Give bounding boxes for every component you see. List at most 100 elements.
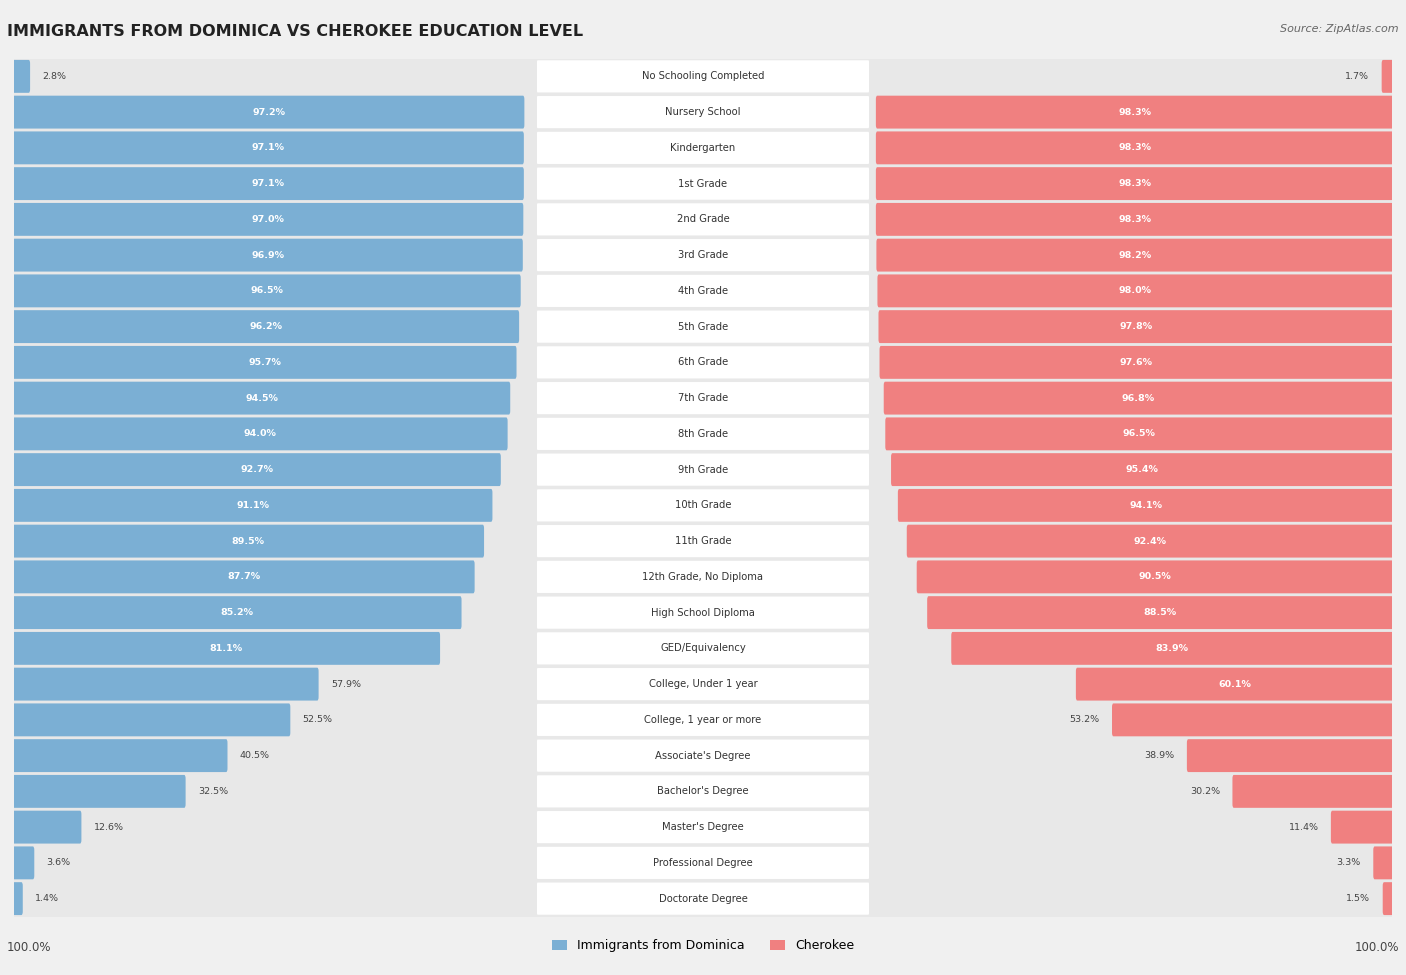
FancyBboxPatch shape xyxy=(1382,59,1393,93)
FancyBboxPatch shape xyxy=(537,525,869,557)
Text: 96.5%: 96.5% xyxy=(250,287,283,295)
FancyBboxPatch shape xyxy=(898,488,1393,522)
Text: 7th Grade: 7th Grade xyxy=(678,393,728,403)
Text: 3.3%: 3.3% xyxy=(1337,858,1361,868)
FancyBboxPatch shape xyxy=(537,453,869,486)
Text: 10th Grade: 10th Grade xyxy=(675,500,731,510)
FancyBboxPatch shape xyxy=(537,632,869,665)
FancyBboxPatch shape xyxy=(13,239,523,272)
Text: 98.3%: 98.3% xyxy=(1118,179,1152,188)
FancyBboxPatch shape xyxy=(1331,810,1393,843)
FancyBboxPatch shape xyxy=(876,132,1393,165)
FancyBboxPatch shape xyxy=(13,736,1393,775)
Text: 12.6%: 12.6% xyxy=(94,823,124,832)
FancyBboxPatch shape xyxy=(537,489,869,522)
FancyBboxPatch shape xyxy=(13,882,22,916)
Text: 88.5%: 88.5% xyxy=(1143,608,1177,617)
Text: 30.2%: 30.2% xyxy=(1189,787,1220,796)
Text: 2.8%: 2.8% xyxy=(42,72,66,81)
Text: 95.7%: 95.7% xyxy=(249,358,281,367)
FancyBboxPatch shape xyxy=(13,700,1393,739)
FancyBboxPatch shape xyxy=(13,307,1393,346)
FancyBboxPatch shape xyxy=(537,346,869,378)
FancyBboxPatch shape xyxy=(880,346,1393,379)
FancyBboxPatch shape xyxy=(907,525,1393,558)
FancyBboxPatch shape xyxy=(537,96,869,128)
FancyBboxPatch shape xyxy=(537,132,869,164)
Text: Professional Degree: Professional Degree xyxy=(654,858,752,868)
Text: IMMIGRANTS FROM DOMINICA VS CHEROKEE EDUCATION LEVEL: IMMIGRANTS FROM DOMINICA VS CHEROKEE EDU… xyxy=(7,24,583,39)
Text: 94.0%: 94.0% xyxy=(243,429,277,439)
FancyBboxPatch shape xyxy=(537,168,869,200)
Text: Doctorate Degree: Doctorate Degree xyxy=(658,894,748,904)
Text: 83.9%: 83.9% xyxy=(1156,644,1189,653)
FancyBboxPatch shape xyxy=(891,453,1393,487)
FancyBboxPatch shape xyxy=(13,164,1393,203)
FancyBboxPatch shape xyxy=(13,596,461,629)
Text: Source: ZipAtlas.com: Source: ZipAtlas.com xyxy=(1281,24,1399,34)
Text: 9th Grade: 9th Grade xyxy=(678,465,728,475)
FancyBboxPatch shape xyxy=(13,879,1393,918)
FancyBboxPatch shape xyxy=(13,310,519,343)
Text: 11.4%: 11.4% xyxy=(1288,823,1319,832)
Text: College, 1 year or more: College, 1 year or more xyxy=(644,715,762,724)
FancyBboxPatch shape xyxy=(537,882,869,915)
FancyBboxPatch shape xyxy=(13,522,1393,561)
FancyBboxPatch shape xyxy=(13,561,475,594)
FancyBboxPatch shape xyxy=(537,310,869,342)
FancyBboxPatch shape xyxy=(13,593,1393,632)
FancyBboxPatch shape xyxy=(13,57,1393,96)
FancyBboxPatch shape xyxy=(537,811,869,843)
FancyBboxPatch shape xyxy=(13,846,34,879)
FancyBboxPatch shape xyxy=(917,561,1393,594)
Text: 94.1%: 94.1% xyxy=(1129,501,1163,510)
FancyBboxPatch shape xyxy=(13,346,516,379)
FancyBboxPatch shape xyxy=(13,342,1393,382)
FancyBboxPatch shape xyxy=(13,96,524,129)
FancyBboxPatch shape xyxy=(537,417,869,449)
Text: 2nd Grade: 2nd Grade xyxy=(676,214,730,224)
FancyBboxPatch shape xyxy=(537,382,869,414)
FancyBboxPatch shape xyxy=(537,597,869,629)
Text: 98.0%: 98.0% xyxy=(1119,287,1152,295)
FancyBboxPatch shape xyxy=(537,239,869,271)
FancyBboxPatch shape xyxy=(1374,846,1393,879)
Text: 3rd Grade: 3rd Grade xyxy=(678,251,728,260)
Text: 96.2%: 96.2% xyxy=(249,322,283,332)
FancyBboxPatch shape xyxy=(879,310,1393,343)
Text: 94.5%: 94.5% xyxy=(245,394,278,403)
Text: 1.4%: 1.4% xyxy=(35,894,59,903)
Text: Master's Degree: Master's Degree xyxy=(662,822,744,832)
FancyBboxPatch shape xyxy=(13,93,1393,132)
FancyBboxPatch shape xyxy=(537,739,869,771)
Text: 98.3%: 98.3% xyxy=(1118,214,1152,224)
Text: 53.2%: 53.2% xyxy=(1070,716,1099,724)
Text: 97.6%: 97.6% xyxy=(1121,358,1153,367)
Text: No Schooling Completed: No Schooling Completed xyxy=(641,71,765,81)
FancyBboxPatch shape xyxy=(884,381,1393,414)
FancyBboxPatch shape xyxy=(13,739,228,772)
FancyBboxPatch shape xyxy=(13,271,1393,310)
Text: 60.1%: 60.1% xyxy=(1218,680,1251,688)
FancyBboxPatch shape xyxy=(13,488,492,522)
Text: 8th Grade: 8th Grade xyxy=(678,429,728,439)
Text: 98.2%: 98.2% xyxy=(1118,251,1152,259)
FancyBboxPatch shape xyxy=(952,632,1393,665)
Text: 97.0%: 97.0% xyxy=(252,214,284,224)
FancyBboxPatch shape xyxy=(1233,775,1393,808)
Legend: Immigrants from Dominica, Cherokee: Immigrants from Dominica, Cherokee xyxy=(547,934,859,957)
Text: 38.9%: 38.9% xyxy=(1144,751,1174,760)
Text: 57.9%: 57.9% xyxy=(330,680,361,688)
FancyBboxPatch shape xyxy=(13,525,484,558)
FancyBboxPatch shape xyxy=(537,775,869,807)
Text: 87.7%: 87.7% xyxy=(228,572,260,581)
FancyBboxPatch shape xyxy=(1076,668,1393,701)
Text: 91.1%: 91.1% xyxy=(236,501,269,510)
FancyBboxPatch shape xyxy=(876,167,1393,200)
Text: 96.9%: 96.9% xyxy=(252,251,284,259)
FancyBboxPatch shape xyxy=(13,486,1393,525)
FancyBboxPatch shape xyxy=(886,417,1393,450)
Text: 98.3%: 98.3% xyxy=(1118,143,1152,152)
Text: 96.8%: 96.8% xyxy=(1122,394,1156,403)
FancyBboxPatch shape xyxy=(13,274,520,307)
